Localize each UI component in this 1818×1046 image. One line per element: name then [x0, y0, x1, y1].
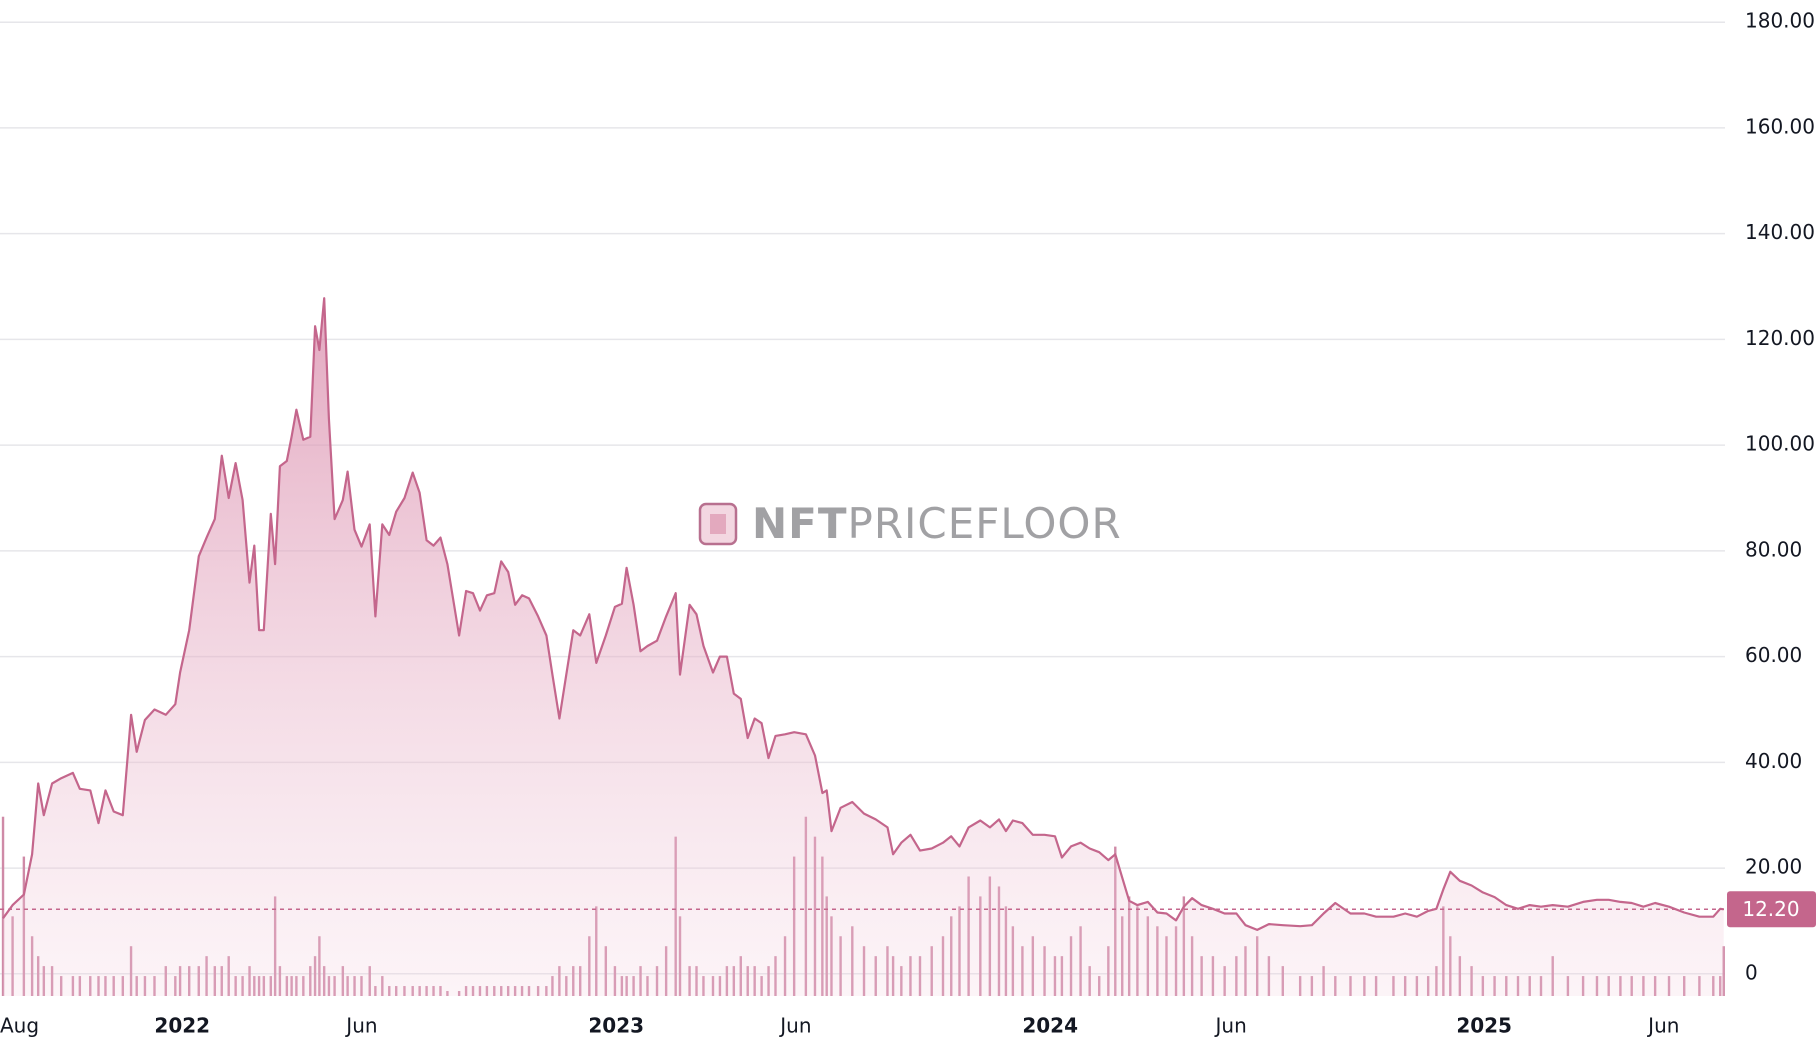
x-tick-label: Jun: [1214, 1014, 1247, 1038]
y-tick-label: 80.00: [1745, 537, 1802, 561]
last-value-label: 12.20: [1742, 897, 1799, 921]
y-tick-label: 100.00: [1745, 432, 1815, 456]
price-line: [2, 297, 1724, 931]
x-tick-label: Jun: [1646, 1014, 1679, 1038]
watermark-text: PRICEFLOOR: [848, 499, 1122, 548]
watermark-icon-inner: [710, 514, 726, 534]
y-tick-label: 180.00: [1745, 9, 1815, 33]
x-tick-label: Jun: [778, 1014, 811, 1038]
x-tick-label: 2025: [1456, 1014, 1512, 1038]
price-area: [3, 298, 1724, 996]
y-tick-label: 140.00: [1745, 220, 1815, 244]
x-tick-label: Aug: [0, 1014, 39, 1038]
watermark: NFTPRICEFLOOR: [752, 499, 1122, 548]
x-tick-label: 2023: [588, 1014, 644, 1038]
x-tick-label: Jun: [344, 1014, 377, 1038]
y-tick-label: 160.00: [1745, 114, 1815, 138]
y-tick-label: 120.00: [1745, 326, 1815, 350]
x-tick-label: 2022: [154, 1014, 210, 1038]
y-tick-label: 20.00: [1745, 855, 1802, 879]
y-tick-label: 40.00: [1745, 749, 1802, 773]
last-value-tag: [1727, 891, 1816, 928]
x-tick-label: 2024: [1022, 1014, 1078, 1038]
y-tick-label: 0: [1745, 960, 1758, 984]
watermark-bold: NFT: [752, 499, 848, 548]
y-tick-label: 60.00: [1745, 643, 1802, 667]
volume-bar: [1, 816, 5, 996]
